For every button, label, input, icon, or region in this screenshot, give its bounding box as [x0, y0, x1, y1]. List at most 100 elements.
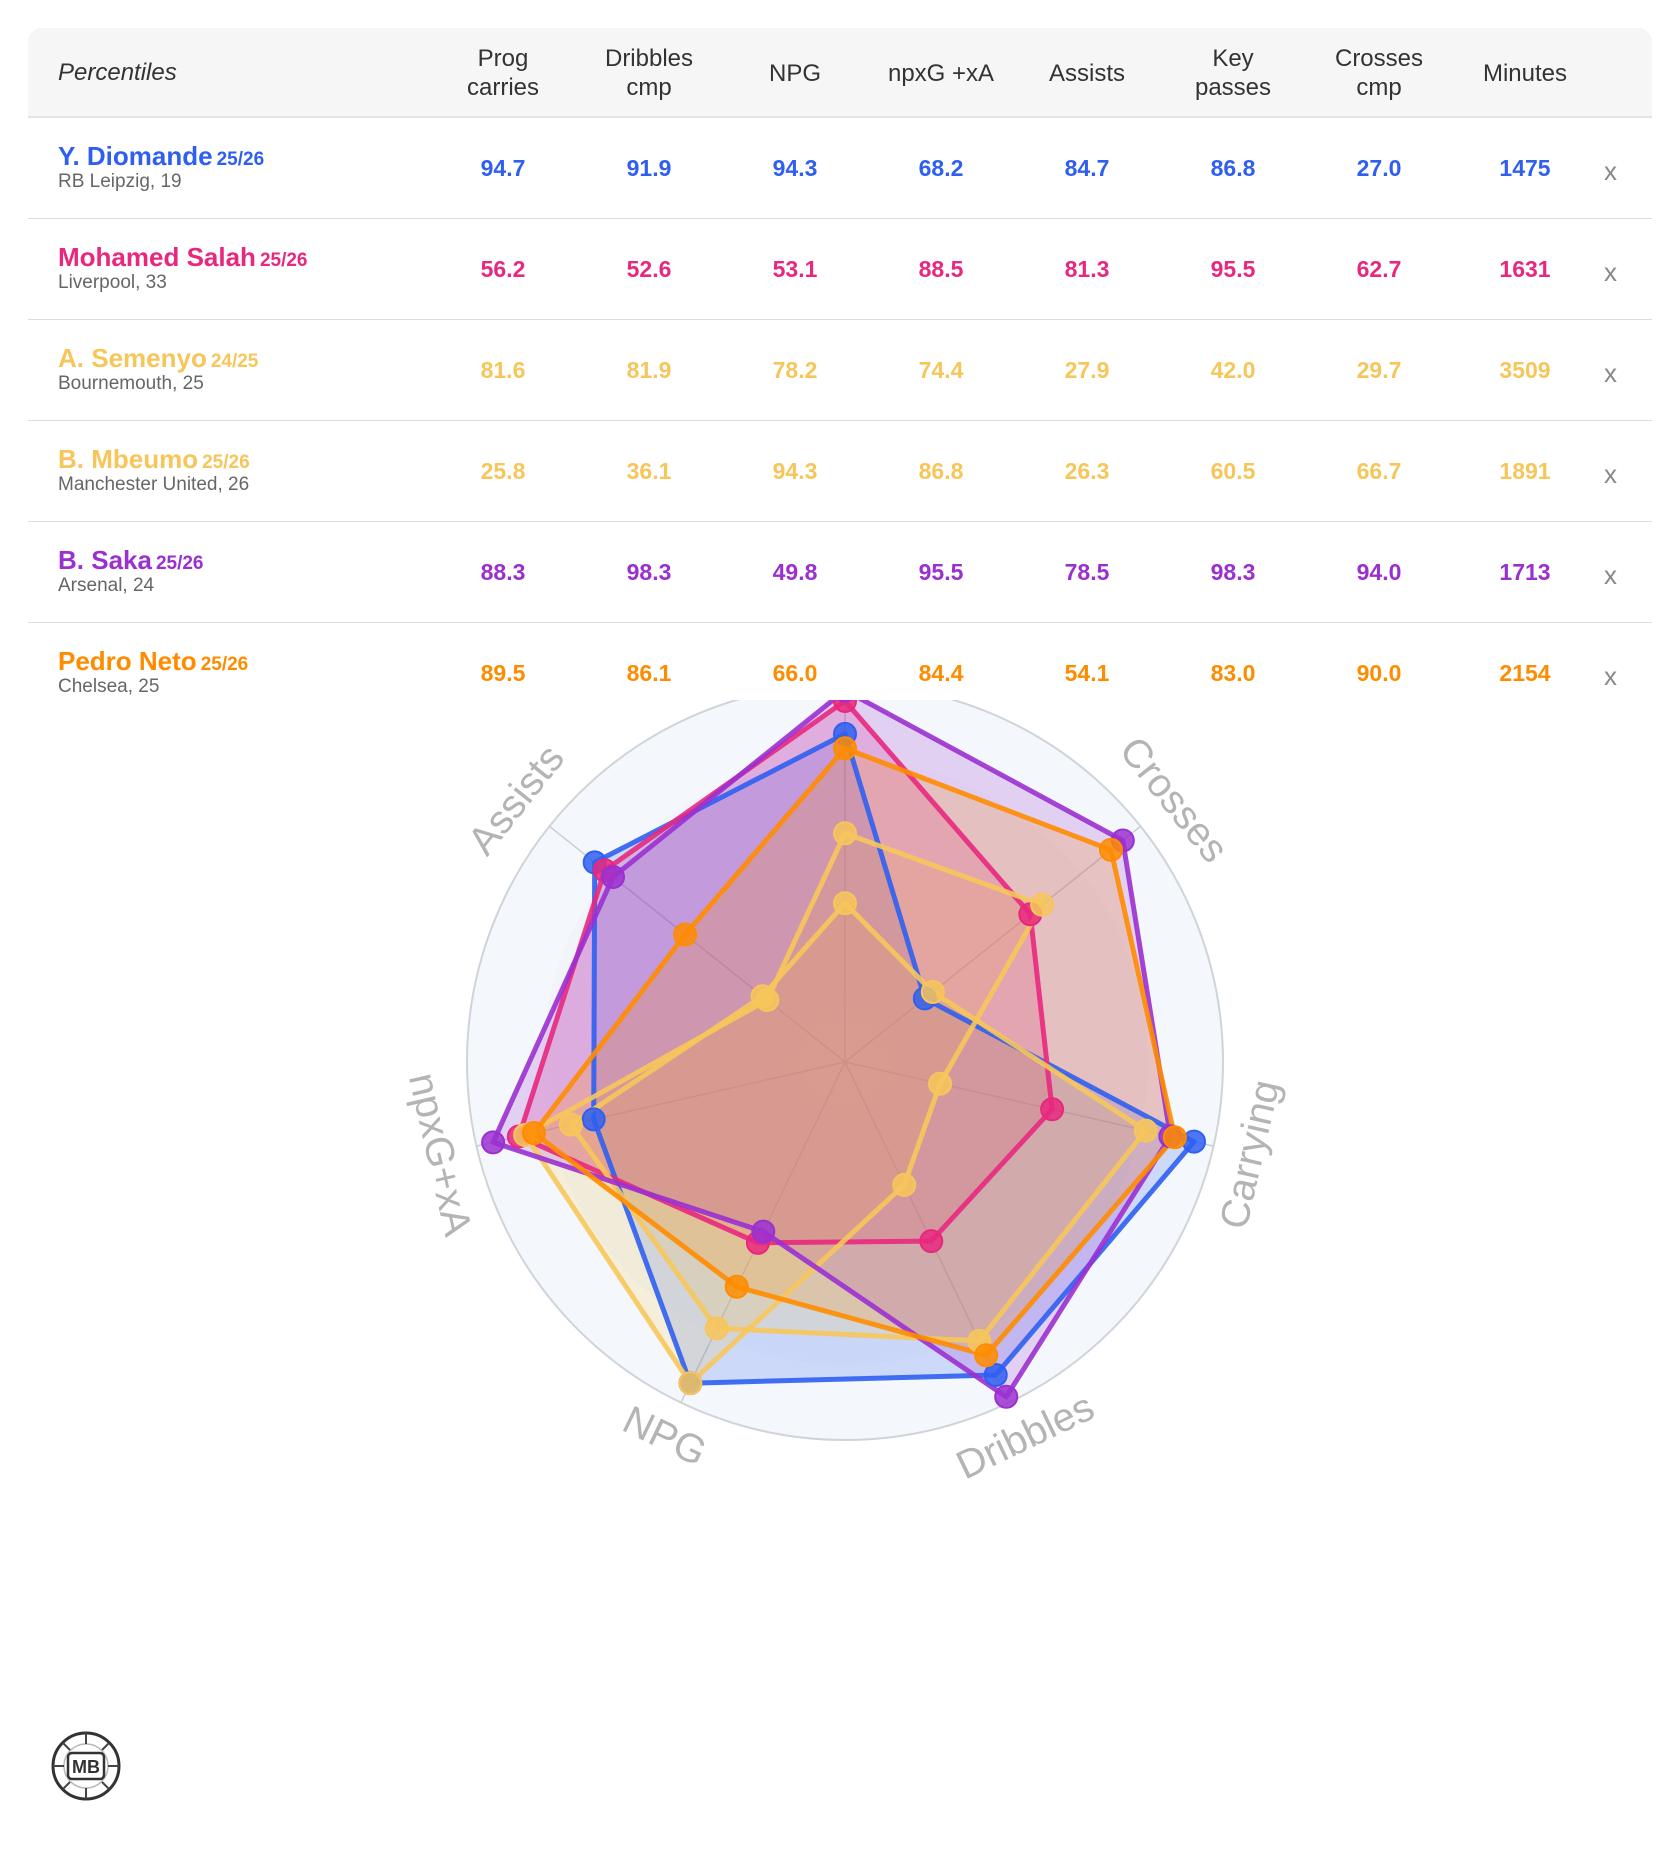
radar-area	[593, 733, 1194, 1384]
radar-point[interactable]	[920, 980, 945, 1005]
player-value: 98.3	[1210, 559, 1256, 585]
player-value: 91.9	[626, 155, 672, 181]
mb-logo: MB	[50, 1730, 122, 1802]
player-name[interactable]: Y. Diomande 25/26	[58, 141, 264, 172]
player-team: Liverpool, 33	[58, 272, 167, 293]
player-value: 27.0	[1356, 155, 1402, 181]
radar-point[interactable]	[1162, 1125, 1187, 1150]
radar-point[interactable]	[724, 1274, 749, 1299]
radar-point[interactable]	[1133, 1118, 1158, 1143]
col-key-passes[interactable]: Key passes	[1194, 45, 1272, 101]
player-name-text: Y. Diomande	[58, 141, 213, 171]
player-value: 1891	[1499, 458, 1551, 484]
radar-point[interactable]	[481, 1130, 506, 1155]
player-team: Manchester United, 26	[58, 474, 250, 495]
radar-point[interactable]	[1098, 837, 1123, 862]
radar-point[interactable]	[983, 1362, 1008, 1387]
player-value: 88.5	[918, 256, 964, 282]
radar-point[interactable]	[833, 821, 857, 846]
radar-point[interactable]	[1040, 1097, 1065, 1122]
col-npg[interactable]: NPG	[768, 59, 821, 87]
player-value: 68.2	[918, 155, 964, 181]
player-value: 49.8	[772, 559, 818, 585]
player-value: 90.0	[1356, 660, 1402, 686]
player-value: 81.6	[480, 357, 526, 383]
radar-point[interactable]	[919, 1229, 944, 1254]
player-value: 95.5	[1210, 256, 1256, 282]
player-name[interactable]: B. Mbeumo 25/26	[58, 444, 250, 475]
player-value: 86.8	[1210, 155, 1256, 181]
player-value: 52.6	[626, 256, 672, 282]
radar-point[interactable]	[673, 922, 698, 947]
radar-series-line	[522, 830, 1045, 1386]
col-assists[interactable]: Assists	[1048, 59, 1125, 87]
radar-area	[570, 903, 1146, 1341]
logo-icon: MB	[51, 1731, 121, 1801]
radar-svg: Key passesCrossesCarryingDribblesNPGnpxG…	[400, 620, 1289, 1489]
player-value: 94.3	[772, 155, 818, 181]
player-name[interactable]: A. Semenyo 24/25	[58, 343, 258, 374]
table-row: B. Saka 25/26 Arsenal, 24 88.3 98.3 49.8 95.5 7…	[28, 522, 1652, 623]
player-team: RB Leipzig, 19	[58, 171, 182, 192]
radar-chart: Key passesCrossesCarryingDribblesNPGnpxG…	[0, 620, 1680, 1700]
radar-point[interactable]	[521, 1120, 546, 1145]
radar-point[interactable]	[928, 1071, 953, 1096]
radar-axis-label: Carrying	[1212, 1076, 1289, 1233]
radar-point[interactable]	[892, 1172, 917, 1197]
col-dribbles-cmp[interactable]: Dribbles cmp	[604, 45, 694, 101]
player-value: 94.0	[1356, 559, 1402, 585]
radar-area	[534, 748, 1175, 1356]
player-value: 36.1	[626, 458, 672, 484]
player-name[interactable]: B. Saka 25/26	[58, 545, 204, 576]
player-name-text: Pedro Neto	[58, 646, 197, 676]
player-value: 26.3	[1064, 458, 1110, 484]
radar-point[interactable]	[755, 988, 780, 1013]
remove-player-button[interactable]: x	[1604, 661, 1617, 691]
radar-point[interactable]	[601, 864, 626, 889]
remove-player-button[interactable]: x	[1604, 358, 1617, 388]
player-value: 84.4	[918, 660, 964, 686]
radar-point[interactable]	[751, 1219, 776, 1244]
player-value: 94.3	[772, 458, 818, 484]
col-minutes[interactable]: Minutes	[1482, 59, 1568, 87]
radar-point[interactable]	[833, 891, 857, 916]
radar-point[interactable]	[704, 1316, 729, 1341]
player-value: 78.2	[772, 357, 818, 383]
radar-point[interactable]	[994, 1384, 1019, 1409]
player-value: 2154	[1499, 660, 1551, 686]
col-crosses-cmp[interactable]: Crosses cmp	[1334, 45, 1424, 101]
radar-point[interactable]	[974, 1343, 999, 1368]
player-season: 25/26	[216, 149, 265, 170]
player-value: 74.4	[918, 357, 964, 383]
player-value: 98.3	[626, 559, 672, 585]
player-value: 84.7	[1064, 155, 1110, 181]
remove-player-button[interactable]: x	[1604, 560, 1617, 590]
radar-series-line	[531, 745, 1178, 1358]
percentiles-table: Percentiles Prog carries Dribbles cmp NP…	[28, 28, 1652, 724]
player-team: Arsenal, 24	[58, 575, 155, 596]
player-value: 86.8	[918, 458, 964, 484]
radar-point[interactable]	[1030, 892, 1055, 917]
player-value: 3509	[1499, 357, 1551, 383]
remove-player-button[interactable]: x	[1604, 459, 1617, 489]
player-value: 42.0	[1210, 357, 1256, 383]
player-value: 78.5	[1064, 559, 1110, 585]
col-prog-carries[interactable]: Prog carries	[466, 45, 539, 101]
player-name[interactable]: Mohamed Salah 25/26	[58, 242, 307, 273]
player-season: 25/26	[155, 553, 204, 574]
radar-point[interactable]	[833, 736, 857, 761]
player-name[interactable]: Pedro Neto 25/26	[58, 646, 248, 677]
col-npxg-xa[interactable]: npxG +xA	[887, 59, 995, 87]
radar-point[interactable]	[581, 1107, 606, 1132]
radar-point[interactable]	[558, 1112, 583, 1137]
remove-player-button[interactable]: x	[1604, 156, 1617, 186]
radar-series-line	[568, 900, 1149, 1344]
table-row: Pedro Neto 25/26 Chelsea, 25 89.5 86.1 66.0 84…	[28, 623, 1652, 724]
radar-point[interactable]	[678, 1371, 703, 1396]
remove-player-button[interactable]: x	[1604, 257, 1617, 287]
player-value: 88.3	[480, 559, 526, 585]
player-name-text: B. Mbeumo	[58, 444, 199, 474]
player-value: 1475	[1499, 155, 1551, 181]
table-header: Percentiles Prog carries Dribbles cmp NP…	[28, 28, 1652, 118]
player-value: 1631	[1499, 256, 1551, 282]
